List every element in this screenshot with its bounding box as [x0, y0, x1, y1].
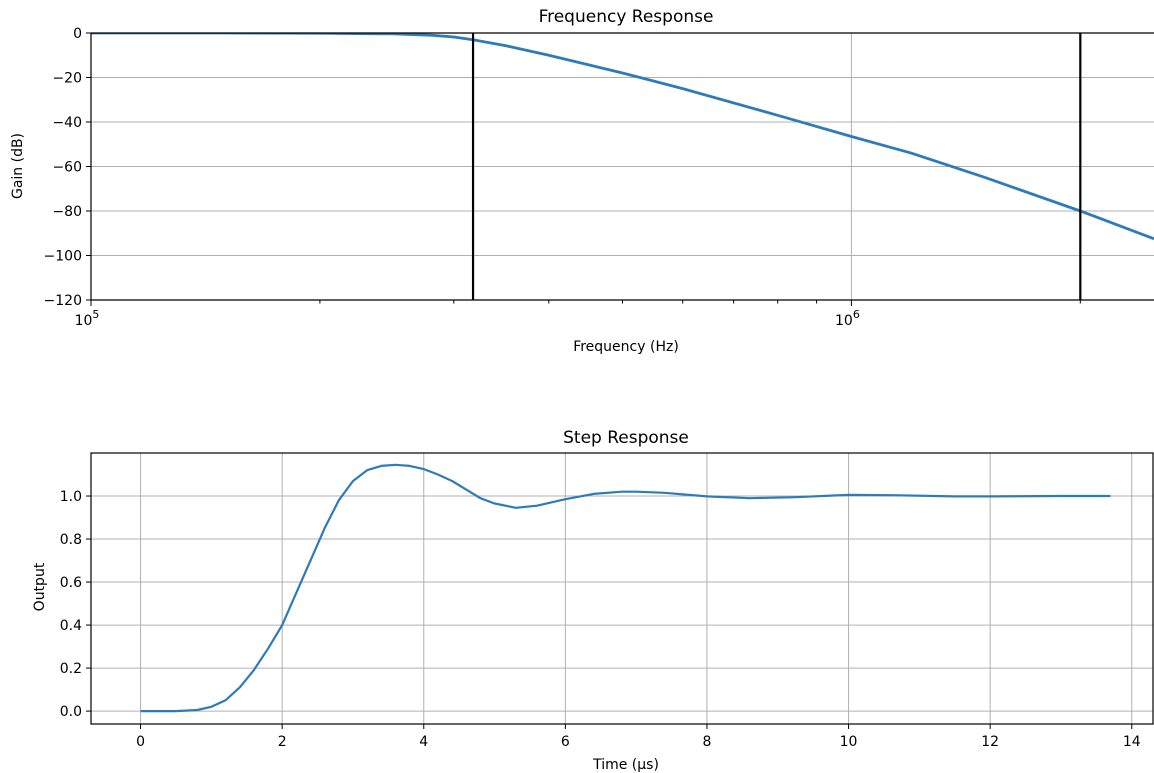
- time-axis-label: Time (µs): [592, 757, 659, 773]
- gain-tick-label: −120: [44, 293, 82, 309]
- frequency-axis-label: Frequency (Hz): [573, 339, 679, 355]
- gain-axis-label: Gain (dB): [10, 133, 26, 199]
- frequency-tick-label: 106: [835, 308, 860, 329]
- step-response-curve: [140, 463, 1111, 713]
- step-response-plot: Step Response Time (µs) Output 0 2 4 6 8 10 12…: [32, 428, 1154, 773]
- time-tick-label: 0: [136, 734, 145, 750]
- output-tick-label: 0.0: [60, 704, 82, 720]
- gain-curve: [91, 33, 1154, 241]
- output-tick-label: 0.8: [60, 532, 82, 548]
- step-plot-frame: [90, 452, 1154, 725]
- left-bottom-spine: [90, 33, 1154, 301]
- gain-tick-label: 0: [73, 26, 82, 42]
- output-tick-label: 0.2: [60, 661, 82, 677]
- gain-tick-label: −100: [44, 249, 82, 265]
- time-tick-label: 6: [561, 734, 570, 750]
- step-response-title: Step Response: [563, 428, 689, 448]
- time-tick-label: 4: [419, 734, 428, 750]
- frequency-response-plot: Frequency Response Frequency (Hz) Gain (…: [10, 7, 1154, 355]
- output-axis-label: Output: [32, 562, 48, 611]
- frequency-tick-label: 105: [75, 308, 100, 329]
- time-tick-label: 2: [278, 734, 287, 750]
- time-tick-label: 10: [840, 734, 858, 750]
- gain-tick-label: −60: [52, 160, 82, 176]
- gain-tick-label: −20: [52, 71, 82, 87]
- time-tick-label: 8: [702, 734, 711, 750]
- gain-tick-label: −80: [52, 204, 82, 220]
- frequency-response-title: Frequency Response: [539, 7, 714, 27]
- time-tick-label: 14: [1123, 734, 1141, 750]
- output-tick-label: 1.0: [60, 489, 82, 505]
- time-tick-label: 12: [981, 734, 999, 750]
- output-tick-label: 0.6: [60, 575, 82, 591]
- output-tick-label: 0.4: [60, 618, 82, 634]
- gain-tick-label: −40: [52, 115, 82, 131]
